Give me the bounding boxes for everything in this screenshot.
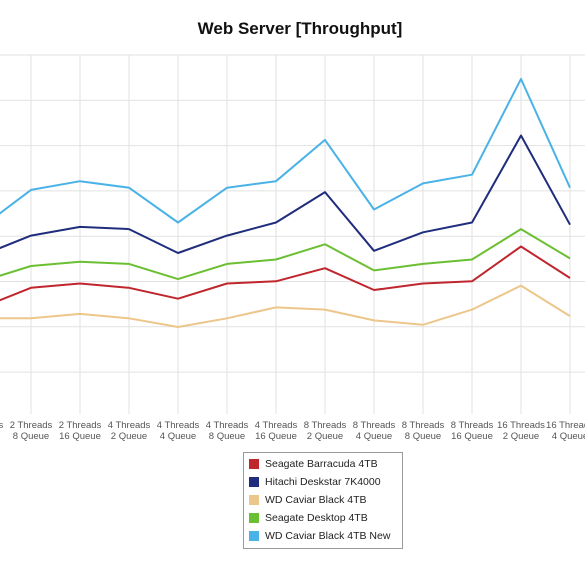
legend-item: Seagate Desktop 4TB (244, 509, 402, 527)
series-line-1 (0, 245, 571, 302)
x-tick-label: 2 Threads (10, 420, 53, 431)
x-tick-label: 16 Threads (546, 420, 585, 431)
legend: Seagate Barracuda 4TB Hitachi Deskstar 7K… (243, 452, 403, 549)
x-tick-label: 4 Threads (206, 420, 249, 431)
x-tick-label: 8 Threads (353, 420, 396, 431)
x-tick-label: 2 Queue (307, 431, 343, 442)
x-tick-label: 4 Queue (552, 431, 585, 442)
x-tick-label: 4 Threads (157, 420, 200, 431)
grid-lines (0, 54, 585, 414)
series-line-2 (0, 134, 571, 254)
legend-label: WD Caviar Black 4TB New (265, 530, 391, 542)
legend-label: WD Caviar Black 4TB (265, 494, 367, 506)
x-tick-label: 8 Queue (13, 431, 49, 442)
legend-label: Hitachi Deskstar 7K4000 (265, 476, 381, 488)
x-tick-label: 4 Queue (356, 431, 392, 442)
legend-item: WD Caviar Black 4TB (244, 491, 402, 509)
x-tick-label: 8 Threads (304, 420, 347, 431)
x-tick-label: 16 Queue (59, 431, 101, 442)
legend-item: Hitachi Deskstar 7K4000 (244, 473, 402, 491)
x-tick-label: 8 Queue (209, 431, 245, 442)
legend-label: Seagate Barracuda 4TB (265, 458, 378, 470)
series-line-4 (0, 228, 571, 281)
x-tick-label: 2 Queue (503, 431, 539, 442)
series-line-5 (0, 77, 571, 224)
legend-swatch (249, 477, 259, 487)
legend-swatch (249, 513, 259, 523)
x-tick-label: 16 Queue (255, 431, 297, 442)
x-tick-label: 4 Threads (108, 420, 151, 431)
series-lines (0, 77, 571, 328)
legend-swatch (249, 495, 259, 505)
legend-swatch (249, 459, 259, 469)
legend-swatch (249, 531, 259, 541)
x-tick-label: 16 Queue (451, 431, 493, 442)
x-tick-label: 8 Threads (402, 420, 445, 431)
x-tick-label: 8 Queue (405, 431, 441, 442)
x-tick-label: 2 Threads (59, 420, 102, 431)
x-tick-label: 8 Threads (451, 420, 494, 431)
legend-label: Seagate Desktop 4TB (265, 512, 368, 524)
legend-item: WD Caviar Black 4TB New (244, 527, 402, 545)
x-tick-label: 2 Queue (111, 431, 147, 442)
x-tick-label: 16 Threads (497, 420, 545, 431)
legend-item: Seagate Barracuda 4TB (244, 455, 402, 473)
chart-title: Web Server [Throughput] (197, 19, 403, 38)
x-tick-label: 4 Threads (255, 420, 298, 431)
x-tick-label: 1 Threads (0, 420, 4, 431)
series-line-3 (0, 284, 571, 328)
x-tick-label: 4 Queue (160, 431, 196, 442)
